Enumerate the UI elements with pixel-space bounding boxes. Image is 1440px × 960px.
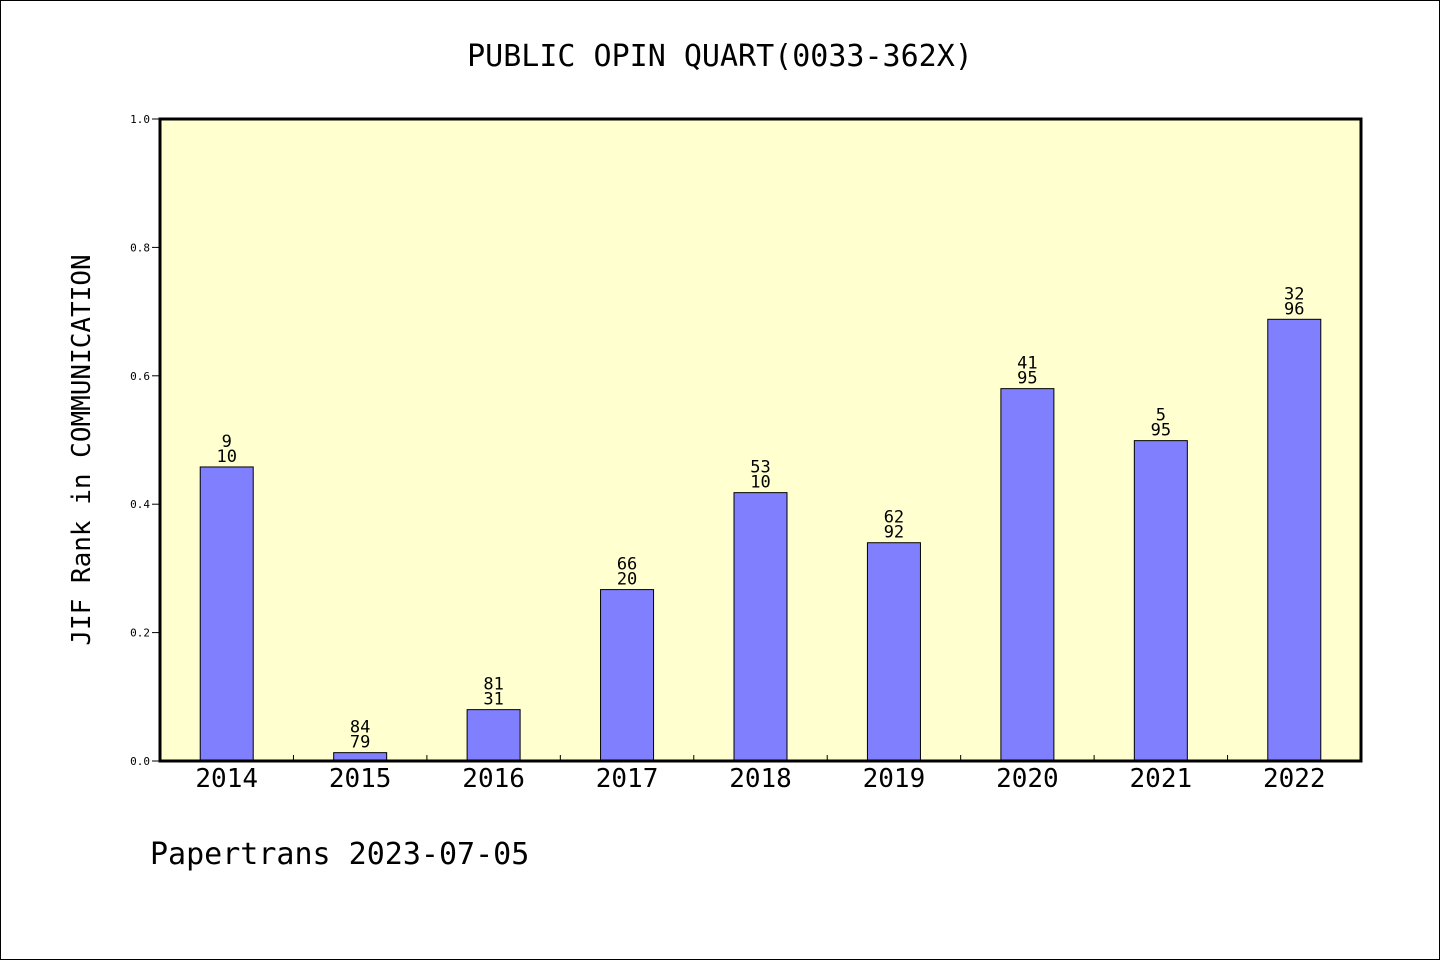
- bar-label-top-2014: 9: [222, 432, 232, 452]
- footer-text: Papertrans 2023-07-05: [150, 837, 529, 872]
- plot-border: [158, 117, 1363, 763]
- x-ticks-group: 2014 2015 2016 2017 2018 2019 2020 2021 2022: [195, 755, 1326, 794]
- bar-label-bottom-2018: 10: [750, 473, 770, 493]
- x-tick-label-2017: 2017: [596, 764, 659, 794]
- bar-label-top-2015: 84: [350, 718, 370, 738]
- y-ticks-group: 0.0 0.2 0.4 0.6 0.8 1.0: [130, 113, 160, 768]
- bar-label-bottom-2022: 96: [1284, 299, 1304, 319]
- x-tick-label-2015: 2015: [329, 764, 392, 794]
- bar-label-top-2016: 81: [483, 675, 503, 695]
- bar-label-bottom-2019: 92: [884, 523, 904, 543]
- y-tick-label: 0.0: [130, 755, 150, 768]
- x-tick-label-2016: 2016: [462, 764, 525, 794]
- bar-label-top-2017: 66: [617, 555, 637, 575]
- y-tick-label: 0.8: [130, 241, 150, 254]
- bar-label-bottom-2020: 95: [1017, 369, 1037, 389]
- x-tick-label-2022: 2022: [1263, 764, 1326, 794]
- bar-label-bottom-2015: 79: [350, 733, 370, 753]
- y-tick-label: 0.6: [130, 370, 150, 383]
- bar-2014: [199, 466, 254, 762]
- bar-label-top-2020: 41: [1017, 354, 1037, 374]
- bar-label-bottom-2021: 95: [1151, 421, 1171, 441]
- chart-title: PUBLIC OPIN QUART(0033-362X): [467, 39, 973, 74]
- bar-label-bottom-2014: 10: [216, 447, 236, 467]
- bar-2021: [1133, 440, 1188, 762]
- y-axis-label: JIF Rank in COMMUNICATION: [67, 254, 97, 645]
- bar-2019: [866, 542, 921, 762]
- x-tick-label-2020: 2020: [996, 764, 1059, 794]
- bar-2022: [1267, 318, 1322, 762]
- bar-2017: [600, 589, 655, 762]
- y-tick-label: 0.2: [130, 627, 150, 640]
- bar-label-top-2018: 53: [750, 458, 770, 478]
- bars-group: [199, 318, 1322, 762]
- bar-label-top-2021: 5: [1156, 406, 1166, 426]
- x-tick-label-2014: 2014: [195, 764, 258, 794]
- bar-label-bottom-2017: 20: [617, 570, 637, 590]
- y-tick-label: 0.4: [130, 498, 150, 511]
- x-tick-label-2019: 2019: [863, 764, 926, 794]
- bar-label-top-2019: 62: [884, 508, 904, 528]
- bar-2016: [466, 709, 521, 762]
- bar-label-top-2022: 32: [1284, 284, 1304, 304]
- bar-2020: [1000, 388, 1055, 762]
- bar-label-bottom-2016: 31: [483, 690, 503, 710]
- x-tick-label-2018: 2018: [729, 764, 792, 794]
- x-tick-label-2021: 2021: [1130, 764, 1193, 794]
- bar-2018: [733, 492, 788, 762]
- y-tick-label: 1.0: [130, 113, 150, 126]
